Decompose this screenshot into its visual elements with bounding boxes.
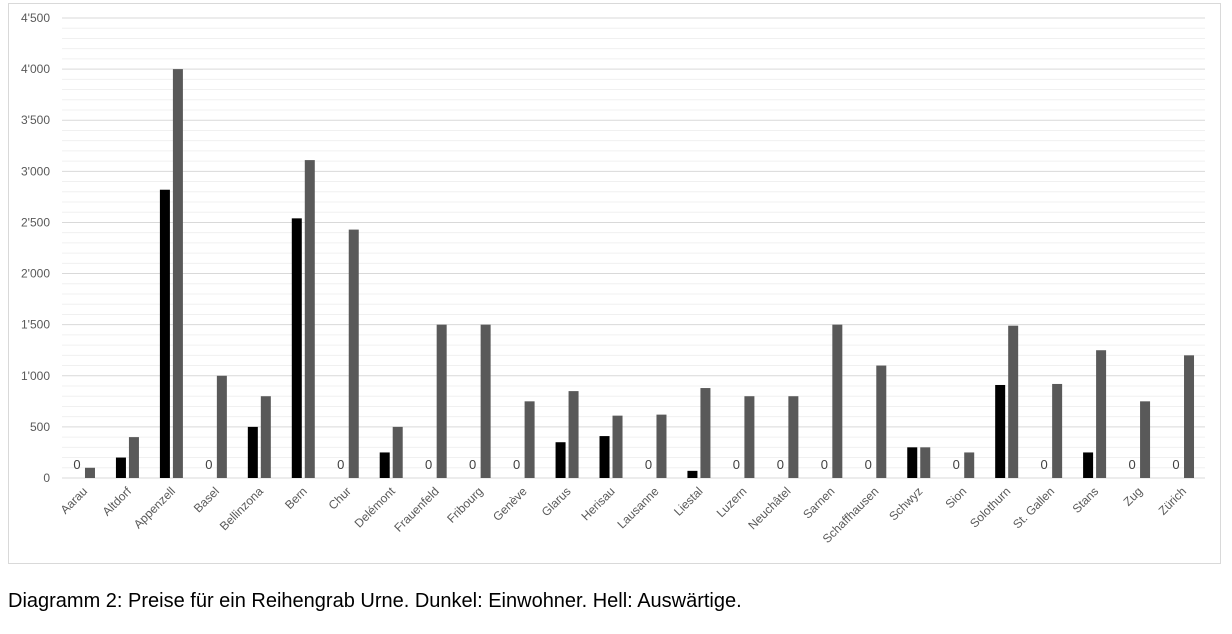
y-tick-label: 2'500 xyxy=(21,215,50,229)
x-category-label: Liestal xyxy=(671,484,705,518)
y-tick-label: 4'000 xyxy=(21,62,50,76)
bar-light xyxy=(348,229,359,478)
y-tick-label: 3'500 xyxy=(21,113,50,127)
x-category-label: Sion xyxy=(942,484,969,511)
bar-light xyxy=(920,447,931,478)
x-category-label: Solothurn xyxy=(967,484,1013,530)
zero-data-label: 0 xyxy=(513,457,520,472)
bar-dark xyxy=(599,436,610,478)
x-category-label: Bern xyxy=(282,484,310,512)
x-category-label: Appenzell xyxy=(131,484,178,531)
zero-data-label: 0 xyxy=(821,457,828,472)
x-category-label: Lausanne xyxy=(614,484,661,531)
y-tick-label: 500 xyxy=(30,420,50,434)
zero-data-label: 0 xyxy=(777,457,784,472)
x-category-label: Herisau xyxy=(578,484,617,523)
bar-light xyxy=(84,467,95,478)
x-category-label: Frauenfeld xyxy=(391,484,441,534)
x-category-label: Altdorf xyxy=(100,484,135,519)
x-category-label: St. Gallen xyxy=(1010,484,1057,531)
zero-data-label: 0 xyxy=(425,457,432,472)
bar-light xyxy=(392,426,403,478)
bar-dark xyxy=(1083,452,1094,478)
zero-data-label: 0 xyxy=(1172,457,1179,472)
zero-data-label: 0 xyxy=(645,457,652,472)
zero-data-label: 0 xyxy=(1041,457,1048,472)
bar-light xyxy=(480,324,491,478)
zero-data-label: 0 xyxy=(1128,457,1135,472)
bar-light xyxy=(260,396,271,478)
y-tick-label: 1'000 xyxy=(21,369,50,383)
bar-dark xyxy=(115,457,126,478)
bar-light xyxy=(788,396,799,478)
bar-light xyxy=(1096,350,1107,478)
bar-dark xyxy=(247,426,258,478)
x-category-label: Zürich xyxy=(1156,484,1189,517)
x-category-label: Glarus xyxy=(539,484,574,519)
bar-dark xyxy=(555,442,566,478)
chart-frame xyxy=(8,3,1221,564)
x-category-label: Aarau xyxy=(58,484,91,517)
x-category-label: Fribourg xyxy=(444,484,485,525)
x-category-label: Genève xyxy=(490,484,530,524)
x-category-label: Zug xyxy=(1121,484,1146,509)
x-category-label: Luzern xyxy=(714,484,750,520)
bar-chart: 0 500 1'000 1'500 2'000 2'500 3'000 3'500 4'000 4… xyxy=(21,11,1205,546)
bar-light xyxy=(656,414,667,478)
bar-light xyxy=(744,396,755,478)
bar-light xyxy=(568,391,579,478)
zero-data-label: 0 xyxy=(953,457,960,472)
x-category-label: Schwyz xyxy=(886,484,925,523)
bar-light xyxy=(1140,401,1151,478)
bar-light xyxy=(1008,325,1019,478)
bar-light xyxy=(172,69,183,478)
bar-light xyxy=(1184,355,1195,478)
zero-data-label: 0 xyxy=(337,457,344,472)
bar-dark xyxy=(687,470,698,478)
zero-data-label: 0 xyxy=(865,457,872,472)
bar-dark xyxy=(995,384,1006,478)
bar-dark xyxy=(291,218,302,478)
bar-light xyxy=(1052,383,1063,478)
zero-data-label: 0 xyxy=(73,457,80,472)
bar-light xyxy=(304,160,315,479)
y-tick-label: 2'000 xyxy=(21,267,50,281)
zero-data-label: 0 xyxy=(733,457,740,472)
bar-light xyxy=(832,324,843,478)
bar-light xyxy=(524,401,535,478)
x-category-label: Basel xyxy=(191,484,222,515)
x-category-label: Neuchâtel xyxy=(745,484,793,532)
bar-light xyxy=(964,452,975,478)
bar-dark xyxy=(907,447,918,478)
bar-light xyxy=(216,375,227,478)
x-category-label: Bellinzona xyxy=(217,484,266,533)
zero-data-label: 0 xyxy=(469,457,476,472)
bar-dark xyxy=(159,189,170,478)
bar-dark xyxy=(379,452,390,478)
bar-light xyxy=(436,324,447,478)
zero-data-label: 0 xyxy=(205,457,212,472)
y-tick-label: 1'500 xyxy=(21,318,50,332)
bar-light xyxy=(128,437,139,478)
chart-caption: Diagramm 2: Preise für ein Reihengrab Ur… xyxy=(8,590,742,612)
bar-light xyxy=(612,415,623,478)
x-category-label: Chur xyxy=(326,484,354,512)
y-tick-label: 4'500 xyxy=(21,11,50,25)
y-tick-label: 3'000 xyxy=(21,164,50,178)
y-tick-label: 0 xyxy=(43,471,50,485)
bar-light xyxy=(876,365,887,478)
x-category-label: Sarnen xyxy=(800,484,837,521)
bar-light xyxy=(700,388,711,478)
x-category-label: Stans xyxy=(1070,484,1102,516)
